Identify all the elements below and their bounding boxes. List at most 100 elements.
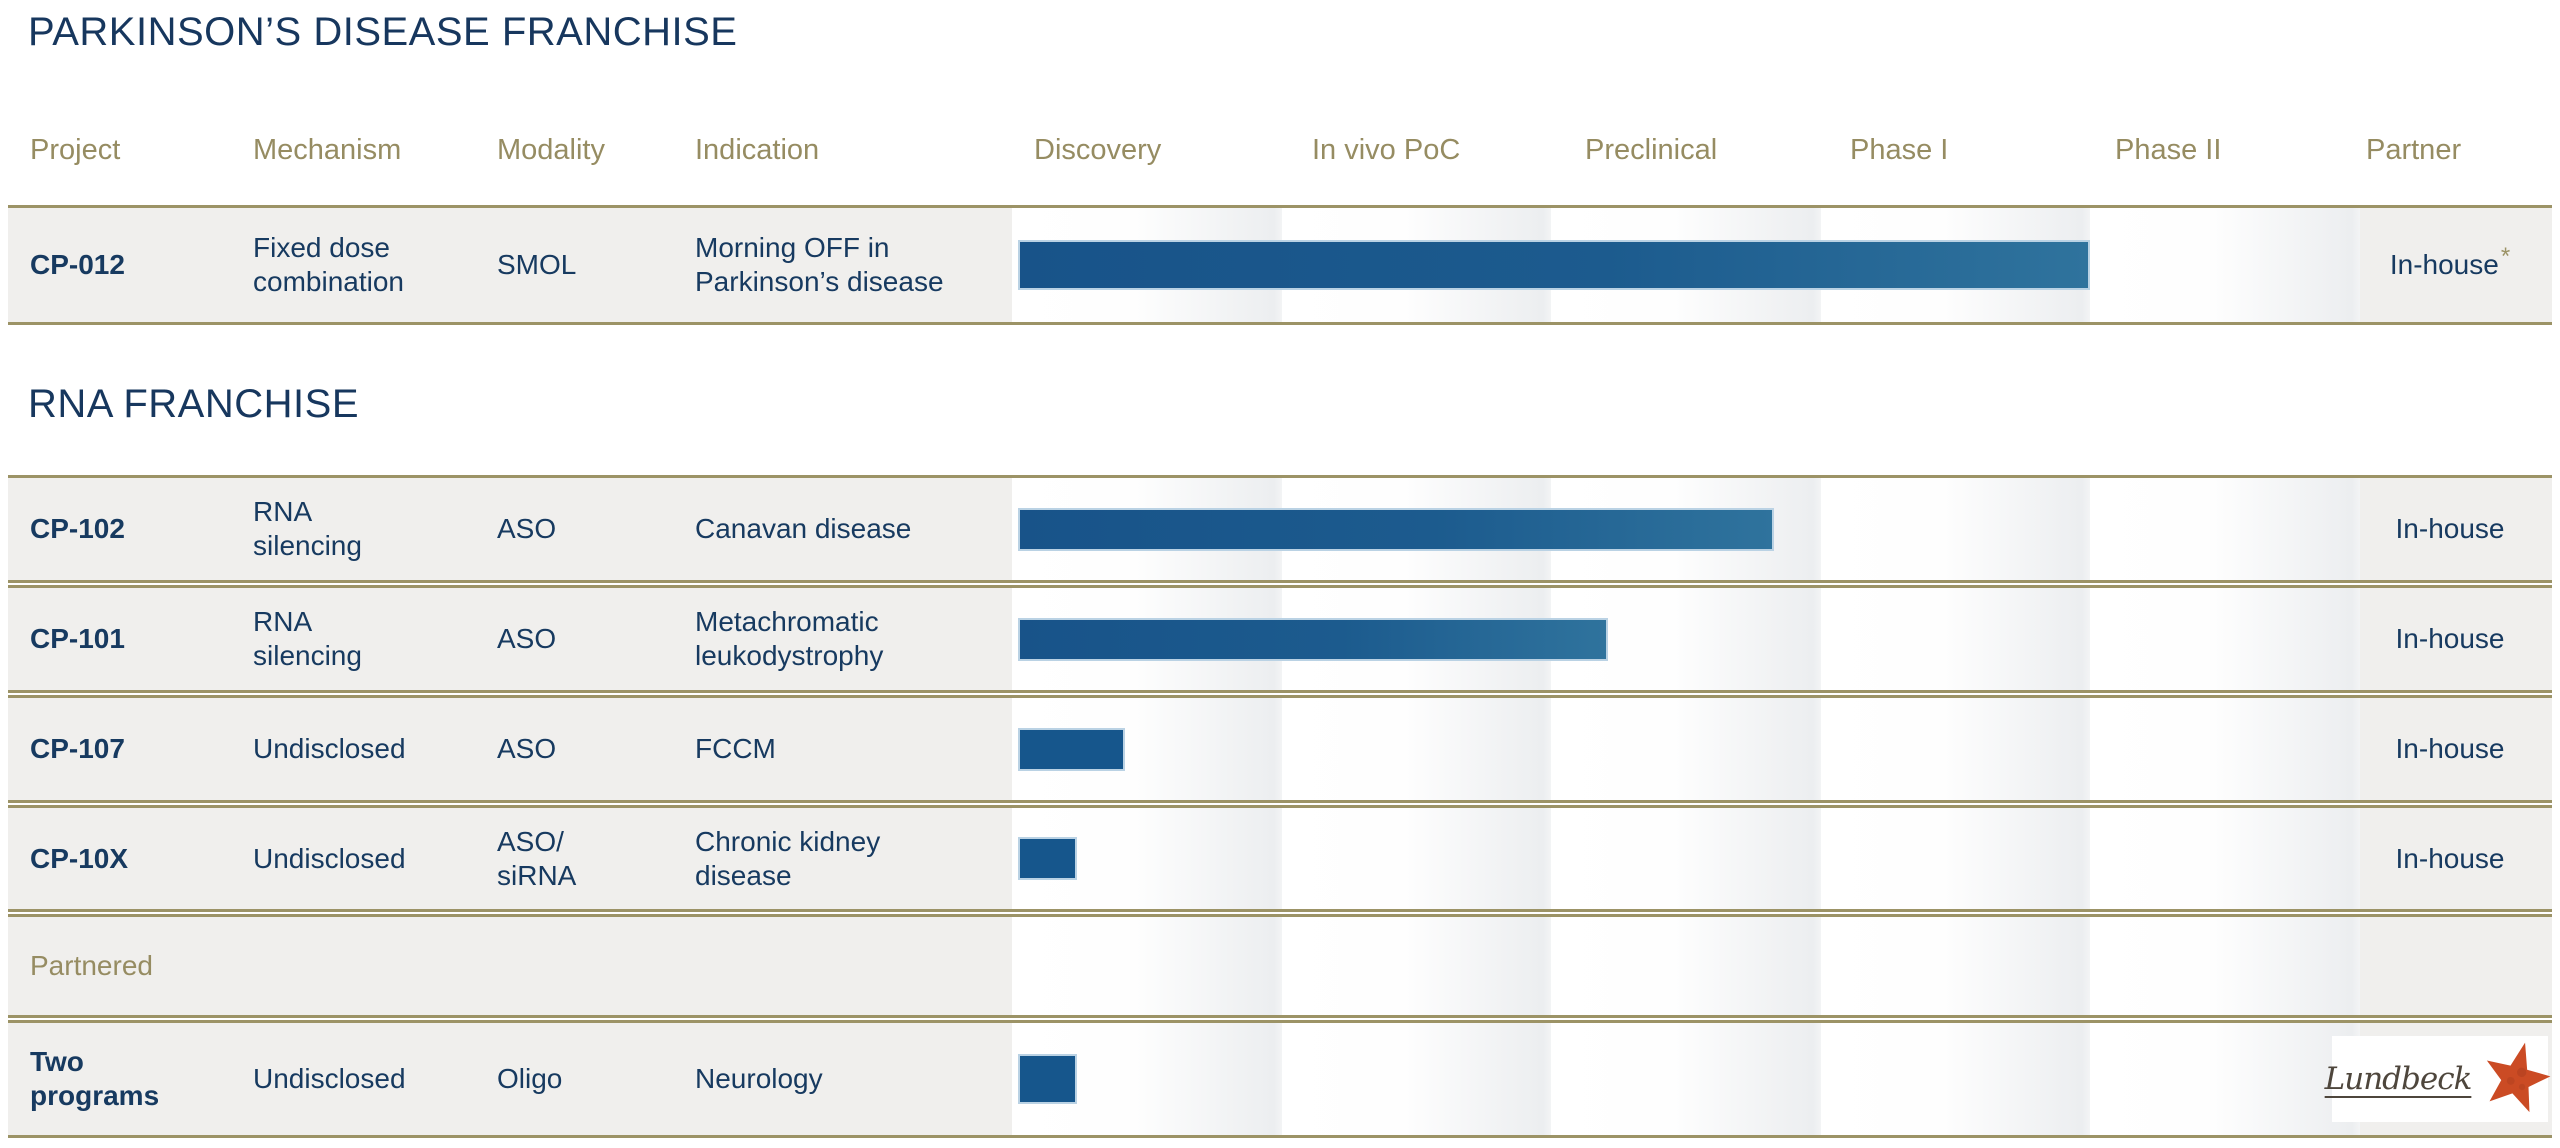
partnered-label: Partnered [30,950,153,981]
row-background-partner [2360,588,2552,690]
partner-footnote-asterisk: * [2500,243,2511,270]
row-background-partner [2360,208,2552,322]
stage-band [1281,698,1552,800]
stage-band [1281,917,1552,1015]
column-header-indication: Indication [695,134,820,166]
indication-cell: Morning OFF in Parkinson’s disease [695,232,944,297]
stage-band [2090,808,2360,909]
pipeline-row: Two programs Undisclosed Oligo Neurology Lund… [8,1020,2552,1138]
row-background-left [8,588,1012,690]
project-cell: Two programs [30,1046,160,1111]
mechanism-cell: Undisclosed [253,842,406,874]
pipeline-row: CP-102 RNA silencing ASO Canavan disease In-h… [8,475,2552,583]
stage-band [1012,917,1282,1015]
row-background-partner [2360,917,2552,1015]
column-header-modality: Modality [497,134,605,166]
partner-cell: In-house [2395,623,2505,654]
stage-band [1820,698,2091,800]
pipeline-row: CP-10X Undisclosed ASO/siRNA Chronic kidney… [8,805,2552,912]
stage-band [1820,917,2091,1015]
stage-band-strip [1012,808,2360,909]
column-header-invivo-poc: In vivo PoC [1312,134,1461,166]
rna-franchise-table: CP-102 RNA silencing ASO Canavan disease In-h… [8,475,2552,1140]
stage-band [2090,208,2360,322]
parkinsons-franchise-table: CP-012 Fixed dose combination SMOL Morning O… [8,205,2552,327]
indication-cell: Canavan disease [695,513,912,544]
stage-band-strip [1012,1023,2360,1135]
indication-cell: FCCM [695,733,776,764]
partner-cell: In-house [2395,733,2505,764]
project-cell: CP-107 [30,733,125,764]
row-background-left [8,698,1012,800]
stage-band-strip [1012,588,2360,690]
column-header-project: Project [30,134,121,166]
project-cell: CP-012 [30,249,125,280]
row-background-left [8,478,1012,580]
row-background-left [8,1023,1012,1135]
stage-band [1820,1023,2091,1135]
project-cell: CP-101 [30,623,125,654]
partner-cell: In-house [2395,842,2505,874]
stage-band [1820,478,2091,580]
partner-cell: In-house * [2389,243,2511,280]
starfish-icon [2487,1042,2551,1113]
column-header-mechanism: Mechanism [253,134,402,166]
row-background-partner [2360,698,2552,800]
stage-band [1551,698,1821,800]
column-header-phase2: Phase II [2115,134,2222,166]
section-title-parkinsons-franchise: PARKINSON’S DISEASE FRANCHISE [28,10,738,54]
mechanism-cell: RNA silencing [253,606,362,671]
indication-cell: Metachromatic leukodystrophy [695,606,884,671]
project-cell: CP-10X [30,842,129,874]
stage-band [2090,478,2360,580]
pipeline-row: CP-012 Fixed dose combination SMOL Morning O… [8,205,2552,325]
row-background-left [8,208,1012,322]
stage-band-strip [1012,698,2360,800]
section-title-rna-franchise: RNA FRANCHISE [28,382,359,426]
progress-bar [1018,1054,1077,1104]
progress-bar [1018,617,1608,661]
progress-bar [1018,507,1774,551]
modality-cell: ASO/siRNA [497,825,577,891]
row-background-partner [2360,808,2552,909]
mechanism-cell: Fixed dose combination [253,232,404,297]
row-background-left [8,917,1012,1015]
stage-band [1551,1023,1821,1135]
modality-cell: ASO [497,623,557,654]
modality-cell: SMOL [497,249,577,280]
stage-band [2090,917,2360,1015]
partner-logo-lundbeck: Lundbeck [2325,1036,2551,1122]
column-header-preclinical: Preclinical [1585,134,1718,166]
modality-cell: Oligo [497,1063,563,1094]
column-header-phase1: Phase I [1850,134,1949,166]
project-cell: CP-102 [30,513,125,544]
mechanism-cell: Undisclosed [253,1063,406,1094]
partner-cell: In-house [2395,513,2505,544]
indication-cell: Neurology [695,1063,823,1094]
stage-band [1281,1023,1552,1135]
stage-band [1820,808,2091,909]
stage-band [1281,808,1552,909]
progress-bar [1018,727,1125,771]
stage-band [1551,808,1821,909]
pipeline-row-partnered-header: Partnered [8,914,2552,1018]
pipeline-row: CP-107 Undisclosed ASO FCCM In-house [8,695,2552,803]
stage-band [2090,588,2360,690]
stage-band-strip [1012,917,2360,1015]
stage-band [1551,917,1821,1015]
pipeline-row: CP-101 RNA silencing ASO Metachromatic leukod… [8,585,2552,693]
stage-band [1820,588,2091,690]
modality-cell: ASO [497,513,557,544]
stage-band [2090,1023,2360,1135]
row-background-left [8,808,1012,909]
lundbeck-wordmark: Lundbeck [2324,1060,2473,1097]
column-header-discovery: Discovery [1034,134,1162,166]
progress-bar [1018,837,1077,880]
stage-band [2090,698,2360,800]
column-header-partner: Partner [2366,134,2462,166]
progress-bar [1018,240,2090,290]
indication-cell: Chronic kidney disease [695,825,881,891]
row-background-partner [2360,478,2552,580]
mechanism-cell: Undisclosed [253,733,406,764]
